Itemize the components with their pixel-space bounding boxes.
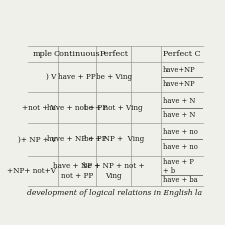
Text: have + N: have + N — [163, 97, 195, 105]
Text: have + no: have + no — [163, 142, 198, 151]
Text: be + NP + not +
Ving: be + NP + not + Ving — [83, 162, 145, 180]
Text: Perfect: Perfect — [99, 50, 128, 58]
Text: have+NP: have+NP — [163, 80, 196, 88]
Text: have + NP + PP: have + NP + PP — [47, 135, 107, 143]
Text: have + NP +
not + PP: have + NP + not + PP — [53, 162, 101, 180]
Text: have + no: have + no — [163, 128, 198, 136]
Text: mple: mple — [33, 50, 53, 58]
Text: ) V: ) V — [46, 73, 56, 81]
Text: have + not + PP: have + not + PP — [47, 104, 107, 112]
Text: Perfect C: Perfect C — [163, 50, 201, 58]
Text: have + PP: have + PP — [58, 73, 96, 81]
Text: +not + V: +not + V — [22, 104, 56, 112]
Text: have + ba: have + ba — [163, 176, 198, 184]
Text: be + NP +  Ving: be + NP + Ving — [84, 135, 144, 143]
Text: be + Ving: be + Ving — [96, 73, 132, 81]
Text: have+NP: have+NP — [163, 66, 196, 74]
Text: + b: + b — [163, 167, 175, 175]
Text: )+ NP + V: )+ NP + V — [18, 135, 56, 143]
Text: development of logical relations in English la: development of logical relations in Engl… — [27, 189, 202, 197]
Text: Continuous: Continuous — [54, 50, 100, 58]
Text: have + N: have + N — [163, 111, 195, 119]
Text: be + not + Ving: be + not + Ving — [84, 104, 143, 112]
Text: have + P: have + P — [163, 158, 194, 166]
Text: +NP+ not+V: +NP+ not+V — [7, 167, 56, 175]
